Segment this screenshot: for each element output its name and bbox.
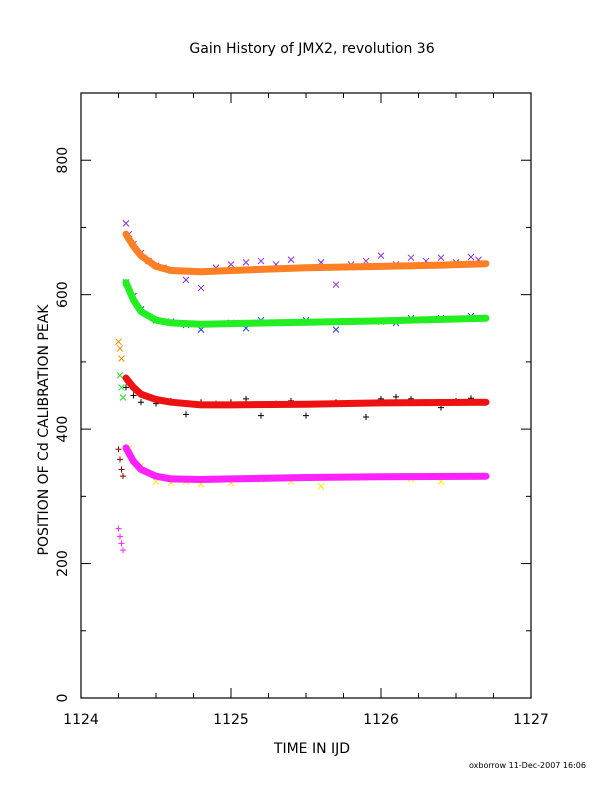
data-point — [377, 252, 385, 260]
y-ticks: 0 200 400 600 800 — [55, 92, 531, 703]
data-point — [467, 253, 475, 261]
data-point — [116, 345, 124, 352]
y-tick-label: 200 — [55, 550, 71, 577]
series-4 — [115, 338, 125, 362]
data-point — [115, 338, 122, 346]
x-tick-label: 1127 — [513, 712, 549, 728]
data-point — [227, 261, 235, 268]
series-0 — [122, 220, 482, 292]
x-tick-label: 1124 — [63, 712, 99, 728]
series-3 — [125, 444, 475, 490]
data-point — [287, 256, 295, 264]
fit-curve-0 — [122, 230, 490, 276]
fit-curve-3 — [122, 444, 490, 483]
y-tick-label: 800 — [55, 147, 71, 174]
fit-curve-1 — [122, 279, 490, 328]
y-tick-label: 400 — [55, 416, 71, 443]
data-point — [117, 456, 123, 463]
data-point — [258, 412, 264, 419]
series-6 — [115, 446, 126, 480]
data-point — [303, 412, 309, 419]
chart-title: Gain History of JMX2, revolution 36 — [189, 41, 434, 57]
data-point — [115, 525, 122, 532]
data-point — [122, 220, 130, 227]
data-point — [119, 394, 127, 401]
x-axis-label: TIME IN IJD — [273, 741, 350, 757]
fit-curve-2 — [122, 374, 490, 409]
data-point — [362, 257, 370, 265]
footer-stamp: oxborrow 11-Dec-2007 16:06 — [469, 761, 586, 770]
data-point — [116, 371, 124, 379]
data-point — [123, 384, 129, 391]
data-point — [120, 547, 126, 554]
data-point — [243, 395, 249, 402]
y-tick-label: 0 — [55, 694, 71, 703]
data-point — [332, 281, 340, 288]
data-point — [118, 355, 125, 362]
data-point — [363, 414, 369, 421]
data-point — [332, 326, 340, 333]
y-axis-label: POSITION OF Cd CALIBRATION PEAK — [36, 304, 52, 556]
y-tick-label: 600 — [55, 281, 71, 308]
data-point — [257, 257, 265, 265]
data-point — [393, 393, 399, 400]
x-tick-label: 1125 — [213, 712, 249, 728]
data-point — [138, 399, 144, 406]
data-point — [118, 540, 125, 547]
data-point — [115, 446, 122, 453]
data-point — [183, 411, 189, 418]
data-point — [117, 533, 123, 540]
data-point — [242, 259, 250, 266]
data-point — [118, 466, 125, 473]
series-5 — [116, 371, 127, 401]
data-point — [120, 473, 126, 480]
data-point — [197, 284, 205, 292]
x-tick-label: 1126 — [363, 712, 399, 728]
x-ticks: 1124 1125 1126 1127 — [63, 93, 549, 728]
fit-curves — [122, 230, 490, 483]
data-point — [182, 276, 190, 284]
data-point — [118, 384, 125, 391]
data-point — [437, 254, 445, 262]
data-point — [130, 392, 137, 399]
data-point — [407, 254, 415, 262]
series-7 — [115, 525, 126, 554]
data-point — [317, 482, 325, 490]
